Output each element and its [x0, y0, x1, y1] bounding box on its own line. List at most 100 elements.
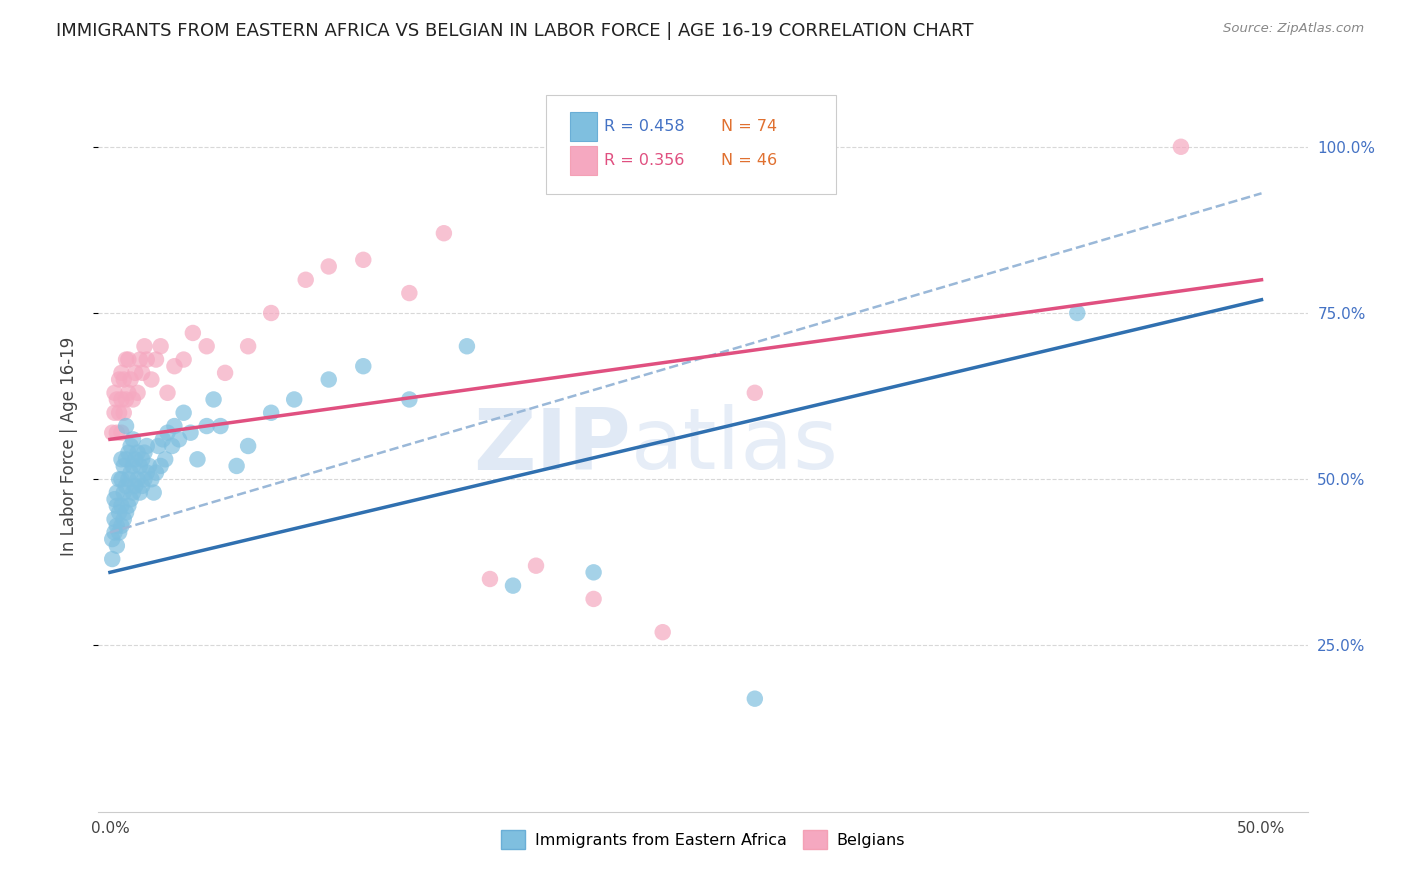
Point: [120, 372, 142, 386]
Text: atlas: atlas: [630, 404, 838, 488]
Point: [103, 525, 125, 540]
Point: [173, 406, 195, 420]
Point: [209, 419, 232, 434]
Point: [283, 392, 305, 407]
Point: [135, 439, 157, 453]
Point: [112, 372, 135, 386]
Point: [135, 466, 157, 480]
Point: [195, 339, 218, 353]
Point: [134, 339, 156, 353]
Point: [318, 372, 340, 386]
Point: [173, 352, 195, 367]
Point: [128, 352, 150, 367]
Point: [110, 452, 132, 467]
Point: [1170, 140, 1192, 154]
Point: [156, 385, 179, 400]
Point: [108, 406, 131, 420]
Point: [582, 591, 605, 606]
Point: [236, 439, 259, 453]
Point: [128, 485, 150, 500]
Point: [149, 458, 172, 473]
Point: [744, 385, 766, 400]
Text: N = 74: N = 74: [721, 119, 778, 134]
Point: [117, 499, 139, 513]
Point: [398, 392, 420, 407]
Point: [117, 385, 139, 400]
Text: ZIP: ZIP: [472, 404, 630, 488]
Point: [105, 425, 128, 440]
Point: [744, 691, 766, 706]
Point: [195, 419, 218, 434]
Point: [131, 366, 153, 380]
Point: [105, 392, 128, 407]
Point: [124, 366, 146, 380]
Point: [112, 406, 135, 420]
Point: [122, 433, 145, 447]
Point: [122, 458, 145, 473]
Point: [124, 452, 146, 467]
Point: [103, 385, 125, 400]
Point: [103, 406, 125, 420]
Text: R = 0.356: R = 0.356: [603, 153, 685, 169]
Point: [352, 359, 374, 374]
Point: [110, 518, 132, 533]
Point: [108, 372, 131, 386]
Point: [186, 452, 208, 467]
Point: [142, 485, 165, 500]
Point: [127, 445, 149, 459]
Point: [148, 439, 170, 453]
Point: [110, 392, 132, 407]
Point: [105, 518, 128, 533]
Point: [260, 406, 283, 420]
Point: [101, 532, 124, 546]
Point: [124, 479, 146, 493]
Point: [318, 260, 340, 274]
Point: [456, 339, 478, 353]
Point: [108, 525, 131, 540]
Point: [202, 392, 225, 407]
Point: [112, 512, 135, 526]
Text: IMMIGRANTS FROM EASTERN AFRICA VS BELGIAN IN LABOR FORCE | AGE 16-19 CORRELATION: IMMIGRANTS FROM EASTERN AFRICA VS BELGIA…: [56, 22, 974, 40]
Point: [582, 566, 605, 580]
Point: [108, 472, 131, 486]
Point: [115, 392, 138, 407]
Point: [128, 458, 150, 473]
Point: [225, 458, 247, 473]
Point: [117, 472, 139, 486]
Point: [103, 512, 125, 526]
Point: [101, 552, 124, 566]
Point: [110, 366, 132, 380]
Legend: Immigrants from Eastern Africa, Belgians: Immigrants from Eastern Africa, Belgians: [495, 823, 911, 855]
Point: [127, 472, 149, 486]
Point: [138, 458, 160, 473]
Point: [108, 506, 131, 520]
Point: [156, 425, 179, 440]
Point: [651, 625, 673, 640]
Point: [260, 306, 283, 320]
Text: N = 46: N = 46: [721, 153, 778, 169]
FancyBboxPatch shape: [546, 95, 837, 194]
Text: Source: ZipAtlas.com: Source: ZipAtlas.com: [1223, 22, 1364, 36]
Bar: [569, 112, 596, 141]
Point: [112, 485, 135, 500]
Point: [180, 425, 202, 440]
Point: [131, 479, 153, 493]
Point: [105, 499, 128, 513]
Point: [181, 326, 204, 340]
Point: [115, 419, 138, 434]
Point: [115, 479, 138, 493]
Point: [160, 439, 183, 453]
Point: [105, 539, 128, 553]
Point: [236, 339, 259, 353]
Point: [122, 485, 145, 500]
Point: [155, 452, 177, 467]
Point: [163, 359, 186, 374]
Point: [127, 385, 149, 400]
Point: [134, 445, 156, 459]
Point: [120, 492, 142, 507]
Point: [141, 372, 163, 386]
Point: [105, 485, 128, 500]
Point: [524, 558, 547, 573]
Point: [103, 492, 125, 507]
Point: [110, 499, 132, 513]
